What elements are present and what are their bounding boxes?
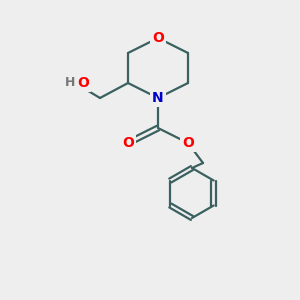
Text: H: H bbox=[64, 76, 75, 89]
Text: O: O bbox=[182, 136, 194, 150]
Text: O: O bbox=[152, 31, 164, 45]
Text: N: N bbox=[152, 91, 164, 105]
Text: O: O bbox=[77, 76, 89, 90]
Text: O: O bbox=[122, 136, 134, 150]
